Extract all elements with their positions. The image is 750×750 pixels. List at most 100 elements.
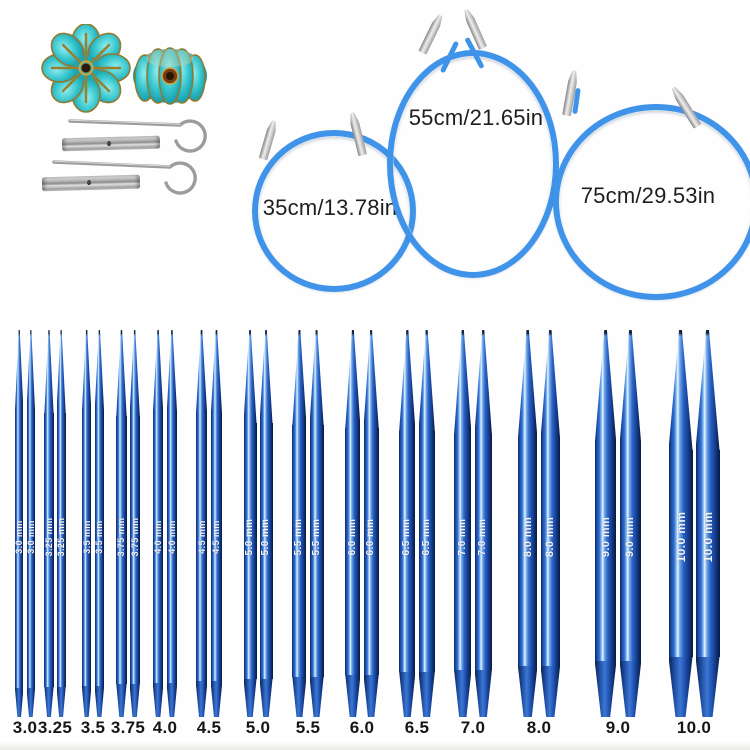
needle-point [166, 330, 178, 417]
needle-tip-5.0mm: 5.0 mm [243, 330, 257, 717]
needle-size-text: 10.0 mm [700, 511, 715, 563]
needle-point [94, 330, 105, 414]
needle-point [540, 330, 561, 439]
needle-tip-3.25mm: 3.25 mm [56, 330, 66, 717]
needle-tip-10.0mm: 10.0 mm [668, 330, 693, 717]
needle-tip-3.75mm: 3.75 mm [129, 330, 140, 717]
needle-tip-6.5mm: 6.5 mm [399, 330, 416, 717]
needle-point [517, 330, 538, 439]
needle-point [454, 330, 472, 434]
cable-connector-pin [462, 8, 487, 50]
needle-point [243, 330, 257, 423]
needle-shaft: 3.25 mm [56, 413, 66, 687]
needle-connector-cone [129, 684, 140, 717]
cable-75cm [553, 104, 750, 300]
size-label: 6.5 [404, 718, 430, 737]
needle-shaft: 3.75 mm [129, 416, 140, 684]
needle-shaft: 7.0 mm [454, 434, 472, 670]
needle-point [418, 330, 435, 431]
needle-point [309, 330, 324, 425]
needle-shaft: 4.0 mm [152, 417, 164, 683]
size-label: 3.75 [110, 718, 146, 737]
needle-shaft: 3.5 mm [82, 414, 92, 686]
needle-tip-3.25mm: 3.25 mm [44, 330, 54, 717]
needle-tip-3.0mm: 3.0 mm [14, 330, 24, 717]
needle-connector-cone [81, 686, 92, 717]
needle-shaft: 9.0 mm [619, 445, 642, 661]
needle-connector-cone [259, 679, 273, 717]
needle-tip-5.5mm: 5.5 mm [292, 330, 307, 717]
size-label: 4.5 [196, 718, 222, 737]
needle-connector-cone [474, 670, 492, 717]
needle-connector-cone [363, 675, 379, 717]
needle-size-text: 9.0 mm [599, 516, 612, 558]
needle-tip-3.5mm: 3.5 mm [82, 330, 92, 717]
needle-connector-cone [540, 666, 561, 717]
needle-connector-cone [695, 657, 720, 717]
needle-point [363, 330, 379, 428]
tube-hole [107, 140, 112, 147]
needle-point [81, 330, 92, 414]
needle-tip-4.5mm: 4.5 mm [210, 330, 223, 717]
size-label: 3.5 [80, 718, 106, 737]
needle-tip-4.0mm: 4.0 mm [166, 330, 178, 717]
needle-shaft: 5.0 mm [243, 423, 257, 679]
stitch-stopper-beads [41, 24, 207, 113]
needle-shaft: 7.0 mm [474, 434, 492, 670]
size-label: 8.0 [526, 718, 552, 737]
needle-point [14, 330, 24, 412]
needle-point [345, 330, 361, 428]
needle-tip-9.0mm: 9.0 mm [619, 330, 642, 717]
connector-tube [61, 135, 161, 152]
needle-tip-10.0mm: 10.0 mm [695, 330, 720, 717]
needle-point [399, 330, 416, 431]
needle-point [619, 330, 642, 445]
needle-size-text: 7.0 mm [477, 518, 489, 556]
needle-size-text: 8.0 mm [544, 516, 557, 558]
needle-connector-cone [594, 661, 617, 717]
needle-size-text: 3.75 mm [116, 517, 127, 557]
needle-tip-7.0mm: 7.0 mm [454, 330, 472, 717]
needle-size-text: 3.0 mm [25, 520, 36, 554]
needle-size-text: 4.0 mm [166, 520, 177, 554]
needle-shaft: 9.0 mm [594, 445, 617, 661]
needle-connector-cone [418, 672, 435, 717]
needle-tips-row: 3.0 mm 3.0 mm 3.25 mm 3.25 mm 3.5 mm 3.5 mm 3.… [0, 330, 750, 717]
needle-shaft: 3.25 mm [44, 413, 54, 687]
needle-size-text: 3.75 mm [129, 517, 140, 557]
flower-bead-side [133, 47, 207, 105]
needle-point [129, 330, 140, 416]
needle-tip-3.5mm: 3.5 mm [94, 330, 105, 717]
needle-shaft: 4.5 mm [195, 420, 208, 681]
needle-connector-cone [210, 681, 223, 717]
needle-size-text: 5.5 mm [310, 518, 322, 556]
needle-shaft: 4.5 mm [210, 420, 223, 681]
needle-shaft: 3.0 mm [25, 412, 36, 688]
needle-connector-cone [152, 683, 164, 717]
needle-size-text: 6.0 mm [346, 518, 358, 556]
needle-connector-cone [166, 683, 178, 717]
needle-point [259, 330, 273, 423]
needle-size-text: 6.5 mm [420, 518, 432, 556]
needle-tip-3.0mm: 3.0 mm [25, 330, 36, 717]
cable-length-label: 35cm/13.78in [262, 195, 398, 220]
needle-tip-3.75mm: 3.75 mm [116, 330, 127, 717]
needle-connector-cone [94, 686, 105, 717]
connector-tube [41, 174, 141, 192]
size-label: 7.0 [460, 718, 486, 737]
needle-tip-6.0mm: 6.0 mm [363, 330, 379, 717]
needle-size-text: 4.0 mm [153, 520, 164, 554]
flower-bead-front [41, 24, 131, 113]
needle-point [474, 330, 492, 434]
needle-size-text: 5.5 mm [293, 518, 305, 556]
size-label: 5.0 [245, 718, 271, 737]
needle-tip-4.5mm: 4.5 mm [195, 330, 208, 717]
cable-key [68, 119, 207, 153]
needle-connector-cone [14, 688, 24, 717]
needle-point [210, 330, 223, 420]
needle-connector-cone [44, 687, 54, 717]
needle-connector-cone [399, 672, 416, 717]
size-label: 4.0 [152, 718, 178, 737]
needle-shaft: 4.0 mm [166, 417, 178, 683]
